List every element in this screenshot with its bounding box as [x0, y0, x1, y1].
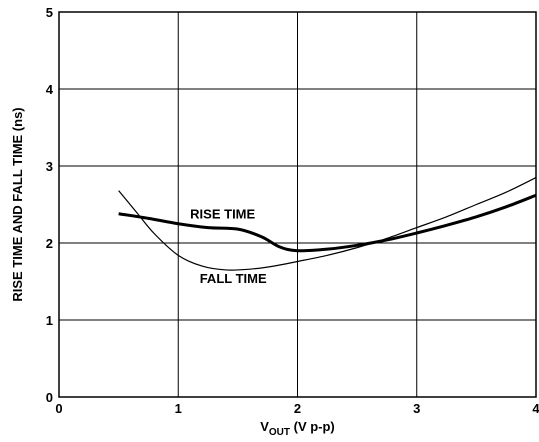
x-axis-label: VOUT (V p-p) — [260, 419, 335, 438]
x-tick-label-2: 2 — [294, 401, 301, 416]
x-axis-label-units: (V p-p) — [290, 419, 335, 434]
y-tick-label-1: 1 — [46, 313, 53, 328]
fall-time-label: FALL TIME — [200, 271, 267, 286]
tick-labels: 0 1 2 3 4 0 1 2 3 4 5 — [46, 5, 539, 416]
x-tick-label-1: 1 — [175, 401, 182, 416]
rise-time-curve — [118, 193, 537, 253]
x-axis-label-subscript: OUT — [269, 427, 290, 438]
grid-lines — [59, 12, 536, 397]
data-series — [118, 177, 537, 271]
y-tick-label-2: 2 — [46, 236, 53, 251]
y-tick-label-3: 3 — [46, 159, 53, 174]
x-tick-label-0: 0 — [55, 401, 62, 416]
y-tick-label-0: 0 — [46, 390, 53, 405]
series-annotations: RISE TIME FALL TIME — [190, 206, 267, 286]
rise-time-label: RISE TIME — [190, 206, 255, 221]
y-tick-label-5: 5 — [46, 5, 53, 20]
x-axis-label-main: V — [260, 419, 269, 434]
y-tick-label-4: 4 — [46, 82, 54, 97]
plot-frame — [58, 11, 537, 398]
y-axis-label: RISE TIME AND FALL TIME (ns) — [10, 107, 25, 301]
x-tick-label-3: 3 — [413, 401, 420, 416]
x-tick-label-4: 4 — [532, 401, 539, 416]
fall-time-curve — [118, 177, 537, 271]
